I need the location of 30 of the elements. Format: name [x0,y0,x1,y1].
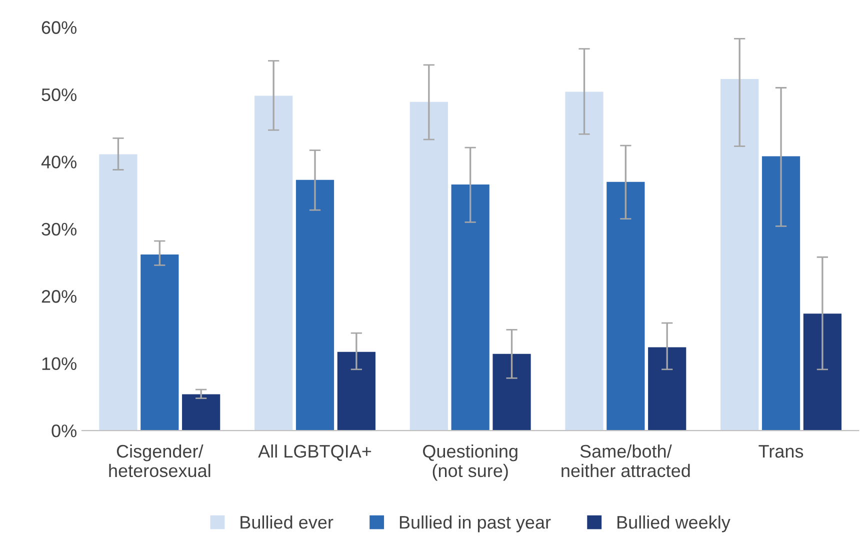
bar [803,314,842,431]
y-tick-label: 50% [42,88,76,102]
bar [720,79,759,431]
bar [337,352,376,431]
bar [606,182,645,431]
bar [492,354,531,431]
bar [451,184,490,431]
x-tick-label: Cisgender/ heterosexual [109,444,210,478]
bar [648,347,686,431]
y-tick-label: 20% [42,290,76,303]
bar [182,394,220,431]
y-tick-label: 0% [52,424,76,438]
bar [140,254,179,431]
y-tick-label: 60% [42,21,76,34]
x-tick-label: Questioning (not sure) [423,444,518,481]
legend-label: Bullied ever [240,515,334,529]
bar [565,92,604,431]
y-tick-label: 40% [41,156,76,168]
y-tick-label: 30% [42,222,76,236]
x-tick-label: Trans [758,445,804,458]
bar [762,156,800,431]
y-tick-label: 10% [42,357,76,370]
legend-label: Bullied weekly [618,515,730,532]
legend-label: Bullied in past year [400,515,551,532]
bar [254,96,293,431]
bar [296,180,334,431]
bar [410,102,448,431]
x-tick-label: All LGBTQIA+ [258,444,372,461]
x-tick-label: Same/both/ neither attracted [562,444,690,478]
bar [99,154,138,431]
